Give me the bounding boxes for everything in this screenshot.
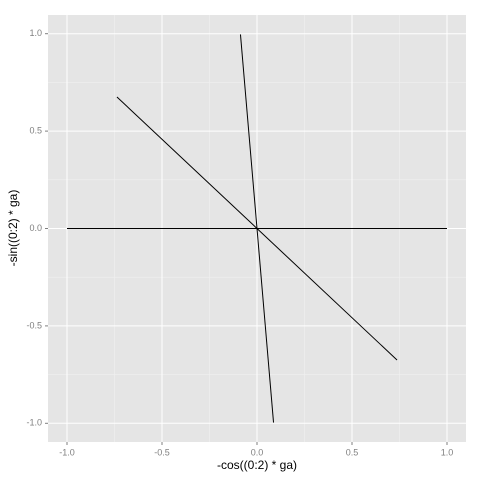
x-tick-label: 0.0 — [251, 447, 264, 457]
y-tick-label: -1.0 — [26, 418, 42, 428]
x-tick-label: 1.0 — [441, 447, 454, 457]
x-axis-title: -cos((0:2) * ga) — [217, 458, 297, 472]
x-tick-label: 0.5 — [346, 447, 359, 457]
y-tick-label: 0.0 — [29, 223, 42, 233]
y-tick-label: -0.5 — [26, 320, 42, 330]
y-axis-title: -sin((0:2) * ga) — [6, 190, 20, 267]
y-tick-label: 1.0 — [29, 28, 42, 38]
y-tick-label: 0.5 — [29, 125, 42, 135]
x-tick-label: -1.0 — [59, 447, 75, 457]
x-tick-label: -0.5 — [154, 447, 170, 457]
segment — [239, 34, 275, 423]
